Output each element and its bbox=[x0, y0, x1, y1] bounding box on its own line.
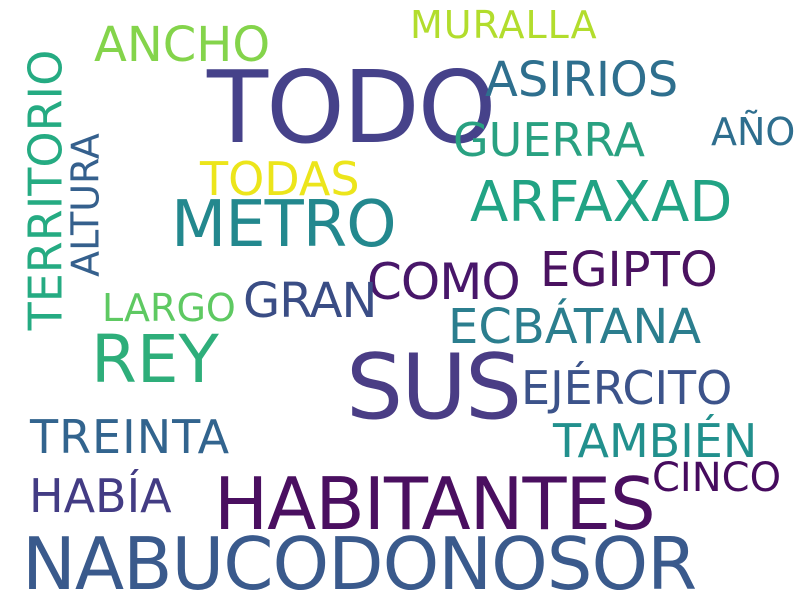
word-cinco: CINCO bbox=[652, 455, 782, 501]
word-todo: TODO bbox=[207, 49, 497, 166]
word-guerra: GUERRA bbox=[453, 113, 645, 167]
word-largo: LARGO bbox=[102, 286, 236, 330]
word-arfaxad: ARFAXAD bbox=[470, 170, 733, 235]
word-habia: HABÍA bbox=[29, 469, 172, 523]
word-habitantes: HABITANTES bbox=[214, 462, 656, 546]
word-ancho: ANCHO bbox=[94, 17, 271, 73]
word-todas: TODAS bbox=[200, 152, 360, 206]
word-muralla: MURALLA bbox=[410, 3, 598, 47]
word-sus: SUS bbox=[346, 335, 522, 440]
word-gran: GRAN bbox=[243, 273, 377, 329]
word-ejercito: EJÉRCITO bbox=[521, 361, 733, 415]
word-tambien: TAMBIÉN bbox=[553, 414, 758, 468]
word-treinta: TREINTA bbox=[30, 410, 231, 464]
word-egipto: EGIPTO bbox=[540, 242, 718, 298]
word-nabucodonosor: NABUCODONOSOR bbox=[22, 522, 697, 606]
word-ecbatana: ECBÁTANA bbox=[448, 299, 702, 355]
word-ano: AÑO bbox=[711, 110, 796, 154]
word-rey: REY bbox=[91, 321, 219, 398]
word-como: COMO bbox=[367, 253, 521, 311]
word-territorio: TERRITORIO bbox=[18, 49, 73, 331]
word-metro: METRO bbox=[171, 188, 397, 262]
word-asirios: ASIRIOS bbox=[485, 52, 679, 108]
word-altura: ALTURA bbox=[63, 133, 108, 277]
